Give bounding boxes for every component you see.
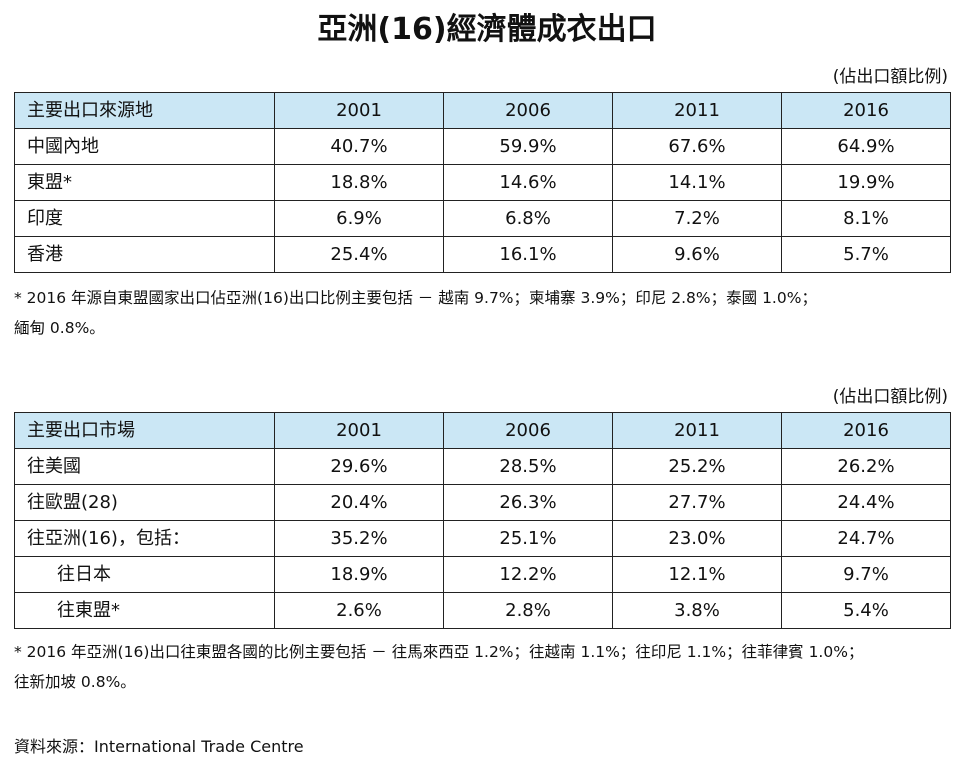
column-header: 2001 <box>274 92 444 129</box>
table-cell: 64.9% <box>781 128 951 165</box>
table-cell: 18.9% <box>274 556 444 593</box>
footnote-line: 緬甸 0.8%。 <box>14 319 105 337</box>
table-row: 香港 25.4% 16.1% 9.6% 5.7% <box>14 236 951 273</box>
table-cell: 14.1% <box>612 164 782 201</box>
row-label: 印度 <box>14 200 275 237</box>
table-cell: 59.9% <box>443 128 613 165</box>
table-cell: 8.1% <box>781 200 951 237</box>
table-cell: 29.6% <box>274 448 444 485</box>
column-header: 2011 <box>612 412 782 449</box>
table-row: 往美國 29.6% 28.5% 25.2% 26.2% <box>14 448 951 485</box>
table-cell: 20.4% <box>274 484 444 521</box>
row-label: 往歐盟(28) <box>14 484 275 521</box>
row-label: 往美國 <box>14 448 275 485</box>
table-cell: 23.0% <box>612 520 782 557</box>
table-cell: 26.3% <box>443 484 613 521</box>
table-cell: 19.9% <box>781 164 951 201</box>
table-cell: 3.8% <box>612 592 782 629</box>
column-header: 2016 <box>781 92 951 129</box>
table-cell: 24.7% <box>781 520 951 557</box>
table-row: 東盟* 18.8% 14.6% 14.1% 19.9% <box>14 164 951 201</box>
column-header: 2006 <box>443 92 613 129</box>
column-header: 主要出口市場 <box>14 412 275 449</box>
table-row: 往東盟* 2.6% 2.8% 3.8% 5.4% <box>14 592 951 629</box>
table-cell: 2.6% <box>274 592 444 629</box>
table-cell: 5.4% <box>781 592 951 629</box>
table-cell: 12.2% <box>443 556 613 593</box>
row-label: 往東盟* <box>14 592 275 629</box>
table1-footnote: * 2016 年源自東盟國家出口佔亞洲(16)出口比例主要包括 － 越南 9.7… <box>14 283 954 343</box>
table-cell: 14.6% <box>443 164 613 201</box>
table-row: 往日本 18.9% 12.2% 12.1% 9.7% <box>14 556 951 593</box>
table-cell: 25.4% <box>274 236 444 273</box>
column-header: 2011 <box>612 92 782 129</box>
footnote-line: * 2016 年亞洲(16)出口往東盟各國的比例主要包括 － 往馬來西亞 1.2… <box>14 643 864 661</box>
table-row: 往歐盟(28) 20.4% 26.3% 27.7% 24.4% <box>14 484 951 521</box>
row-label: 香港 <box>14 236 275 273</box>
row-label: 中國內地 <box>14 128 275 165</box>
table-row: 往亞洲(16)，包括： 35.2% 25.1% 23.0% 24.7% <box>14 520 951 557</box>
column-header: 2001 <box>274 412 444 449</box>
table-row: 印度 6.9% 6.8% 7.2% 8.1% <box>14 200 951 237</box>
footnote-line: * 2016 年源自東盟國家出口佔亞洲(16)出口比例主要包括 － 越南 9.7… <box>14 289 817 307</box>
table-row: 中國內地 40.7% 59.9% 67.6% 64.9% <box>14 128 951 165</box>
data-source: 資料來源：International Trade Centre <box>14 737 304 756</box>
column-header: 2016 <box>781 412 951 449</box>
table-cell: 7.2% <box>612 200 782 237</box>
export-market-table: 主要出口市場 2001 2006 2011 2016 往美國 29.6% 28.… <box>14 412 951 629</box>
row-label: 往日本 <box>14 556 275 593</box>
table-cell: 27.7% <box>612 484 782 521</box>
table-cell: 25.2% <box>612 448 782 485</box>
table-cell: 18.8% <box>274 164 444 201</box>
table-cell: 6.8% <box>443 200 613 237</box>
row-label: 東盟* <box>14 164 275 201</box>
table-cell: 9.7% <box>781 556 951 593</box>
row-label: 往亞洲(16)，包括： <box>14 520 275 557</box>
table-header-row: 主要出口市場 2001 2006 2011 2016 <box>14 412 951 449</box>
column-header: 主要出口來源地 <box>14 92 275 129</box>
table-cell: 12.1% <box>612 556 782 593</box>
table-cell: 16.1% <box>443 236 613 273</box>
table-cell: 40.7% <box>274 128 444 165</box>
table-cell: 2.8% <box>443 592 613 629</box>
table2-unit-note: (佔出口額比例) <box>832 387 948 407</box>
page-title: 亞洲(16)經濟體成衣出口 <box>317 12 657 47</box>
footnote-line: 往新加坡 0.8%。 <box>14 673 136 691</box>
table2-footnote: * 2016 年亞洲(16)出口往東盟各國的比例主要包括 － 往馬來西亞 1.2… <box>14 637 954 697</box>
table-cell: 67.6% <box>612 128 782 165</box>
export-source-table: 主要出口來源地 2001 2006 2011 2016 中國內地 40.7% 5… <box>14 92 951 273</box>
table-cell: 24.4% <box>781 484 951 521</box>
table-cell: 26.2% <box>781 448 951 485</box>
table-cell: 25.1% <box>443 520 613 557</box>
table-cell: 6.9% <box>274 200 444 237</box>
table-cell: 35.2% <box>274 520 444 557</box>
table-cell: 9.6% <box>612 236 782 273</box>
table1-unit-note: (佔出口額比例) <box>832 67 948 87</box>
table-cell: 5.7% <box>781 236 951 273</box>
table-cell: 28.5% <box>443 448 613 485</box>
table-header-row: 主要出口來源地 2001 2006 2011 2016 <box>14 92 951 129</box>
column-header: 2006 <box>443 412 613 449</box>
